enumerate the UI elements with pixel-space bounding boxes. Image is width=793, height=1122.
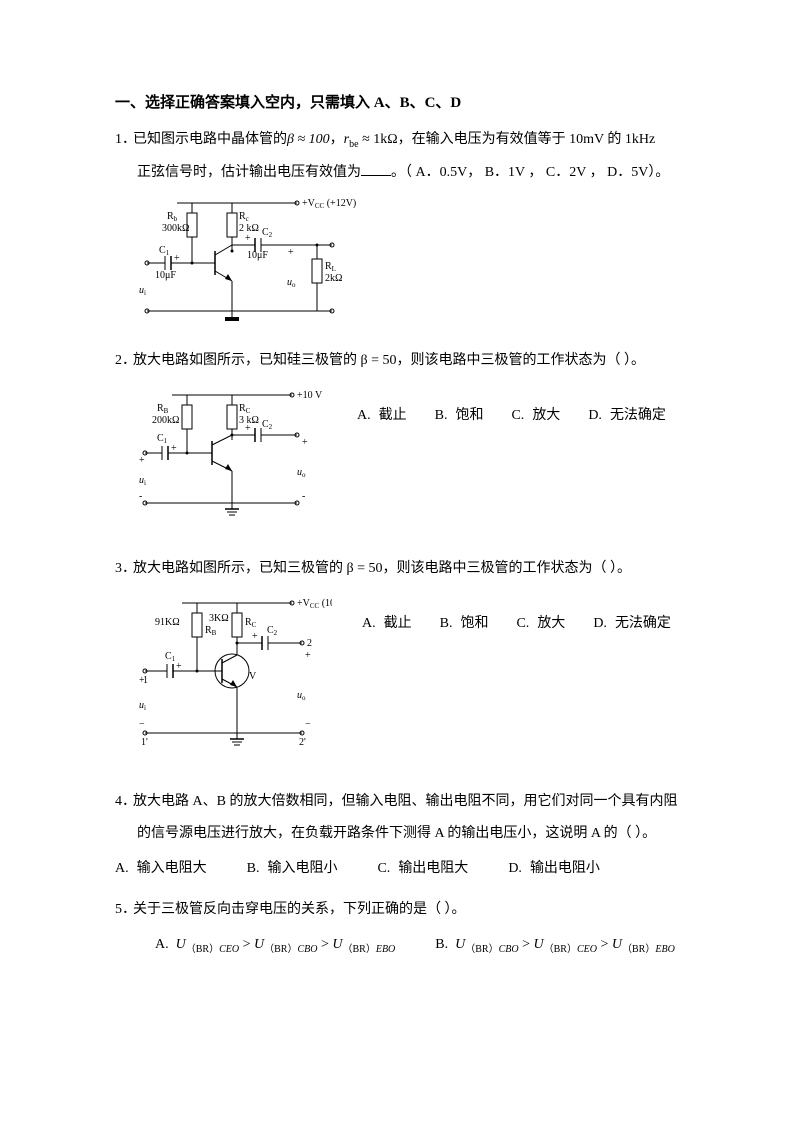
q2-options: A.截止 B.饱和 C.放大 D.无法确定 (327, 379, 683, 428)
svg-text:ui: ui (139, 285, 146, 297)
svg-text:uo: uo (297, 467, 306, 479)
q3-options: A.截止 B.饱和 C.放大 D.无法确定 (332, 587, 683, 636)
q4-line2: 的信号源电压进行放大，在负载开路条件下测得 A 的输出电压小，这说明 A 的（ … (115, 821, 683, 846)
q3-opt-c: C.放大 (516, 611, 565, 636)
svg-text:C2: C2 (262, 227, 273, 239)
q4-opt-b: B.输入电阻小 (247, 856, 338, 881)
svg-text:+: + (245, 423, 251, 434)
q5-options: A. U（BR）CEO > U（BR）CBO > U（BR）EBO B. U（B… (115, 932, 683, 959)
svg-text:+: + (305, 650, 311, 661)
svg-text:V: V (249, 671, 257, 682)
svg-text:+: + (139, 455, 145, 466)
q3-text: 3．放大电路如图所示，已知三极管的 β = 50，则该电路中三极管的工作状态为（… (115, 556, 683, 581)
q3-opt-b: B.饱和 (440, 611, 489, 636)
svg-text:+: + (302, 437, 308, 448)
section-title: 一、选择正确答案填入空内，只需填入 A、B、C、D (115, 90, 683, 117)
question-4: 4．放大电路 A、B 的放大倍数相同，但输入电阻、输出电阻不同，用它们对同一个具… (115, 789, 683, 881)
svg-text:C1: C1 (157, 433, 168, 445)
svg-text:RC: RC (239, 403, 251, 415)
svg-text:C2: C2 (262, 419, 273, 431)
svg-text:+: + (176, 661, 182, 672)
q1-circuit: +VCC (+12V) Rb 300kΩ Rc 2 kΩ + C1 10μF (137, 193, 683, 328)
q2-circuit: +10 V RB 200kΩ RC 3 kΩ (137, 385, 327, 520)
q2-opt-a: A.截止 (357, 403, 407, 428)
q3-circuit: +VCC (10 91KΩ RB 3KΩ RC 1 (137, 593, 332, 753)
svg-text:300kΩ: 300kΩ (162, 223, 189, 234)
q4-opt-c: C.输出电阻大 (377, 856, 468, 881)
svg-text:−: − (139, 719, 145, 730)
svg-text:+: + (252, 631, 258, 642)
svg-text:+: + (139, 675, 145, 686)
svg-text:-: - (302, 491, 305, 502)
svg-text:RL: RL (325, 261, 336, 273)
question-5: 5．关于三极管反向击穿电压的关系，下列正确的是（ ）。 A. U（BR）CEO … (115, 897, 683, 959)
blank (361, 162, 391, 176)
svg-text:2': 2' (299, 737, 306, 748)
svg-text:+10 V: +10 V (297, 390, 323, 401)
svg-text:uo: uo (287, 277, 296, 289)
svg-text:RB: RB (205, 625, 217, 637)
svg-text:C1: C1 (159, 245, 170, 257)
svg-text:C1: C1 (165, 651, 176, 663)
q1-text: 1．已知图示电路中晶体管的β ≈ 100，rbe ≈ 1kΩ，在输入电压为有效值… (115, 127, 683, 154)
q2-opt-b: B.饱和 (435, 403, 484, 428)
q2-opt-d: D.无法确定 (588, 403, 666, 428)
q4-opt-d: D.输出电阻小 (508, 856, 600, 881)
svg-text:10μF: 10μF (155, 270, 176, 281)
svg-text:+: + (174, 253, 180, 264)
svg-text:+VCC (+12V): +VCC (+12V) (302, 198, 356, 210)
svg-text:2: 2 (307, 638, 312, 649)
svg-text:−: − (305, 719, 311, 730)
svg-text:-: - (139, 491, 142, 502)
svg-text:ui: ui (139, 700, 146, 712)
svg-text:200kΩ: 200kΩ (152, 415, 179, 426)
svg-text:RC: RC (245, 617, 257, 629)
q3-opt-d: D.无法确定 (593, 611, 671, 636)
svg-text:+VCC (10: +VCC (10 (297, 598, 332, 610)
question-2: 2．放大电路如图所示，已知硅三极管的 β = 50，则该电路中三极管的工作状态为… (115, 348, 683, 540)
svg-text:1': 1' (141, 737, 148, 748)
q5-opt-a: A. U（BR）CEO > U（BR）CBO > U（BR）EBO (155, 932, 395, 959)
svg-text:Rb: Rb (167, 211, 178, 223)
q1-line2: 正弦信号时，估计输出电压有效值为。（ A．0.5V， B．1V ， C．2V ，… (115, 160, 683, 185)
question-1: 1．已知图示电路中晶体管的β ≈ 100，rbe ≈ 1kΩ，在输入电压为有效值… (115, 127, 683, 328)
question-3: 3．放大电路如图所示，已知三极管的 β = 50，则该电路中三极管的工作状态为（… (115, 556, 683, 773)
q2-opt-c: C.放大 (511, 403, 560, 428)
svg-text:C2: C2 (267, 625, 278, 637)
svg-text:10μF: 10μF (247, 250, 268, 261)
svg-text:+: + (288, 247, 294, 258)
svg-text:+: + (245, 233, 251, 244)
q5-text: 5．关于三极管反向击穿电压的关系，下列正确的是（ ）。 (115, 897, 683, 922)
svg-text:Rc: Rc (239, 211, 249, 223)
svg-text:ui: ui (139, 475, 146, 487)
q2-text: 2．放大电路如图所示，已知硅三极管的 β = 50，则该电路中三极管的工作状态为… (115, 348, 683, 373)
q1-num: 1． (115, 127, 133, 152)
svg-text:uo: uo (297, 690, 306, 702)
q5-opt-b: B. U（BR）CBO > U（BR）CEO > U（BR）EBO (435, 932, 675, 959)
svg-text:RB: RB (157, 403, 169, 415)
svg-text:91KΩ: 91KΩ (155, 617, 180, 628)
svg-text:3KΩ: 3KΩ (209, 613, 229, 624)
svg-text:+: + (171, 443, 177, 454)
q4-options: A.输入电阻大 B.输入电阻小 C.输出电阻大 D.输出电阻小 (115, 856, 683, 881)
q4-opt-a: A.输入电阻大 (115, 856, 207, 881)
svg-text:2kΩ: 2kΩ (325, 273, 342, 284)
q4-text: 4．放大电路 A、B 的放大倍数相同，但输入电阻、输出电阻不同，用它们对同一个具… (115, 789, 683, 814)
q3-opt-a: A.截止 (362, 611, 412, 636)
